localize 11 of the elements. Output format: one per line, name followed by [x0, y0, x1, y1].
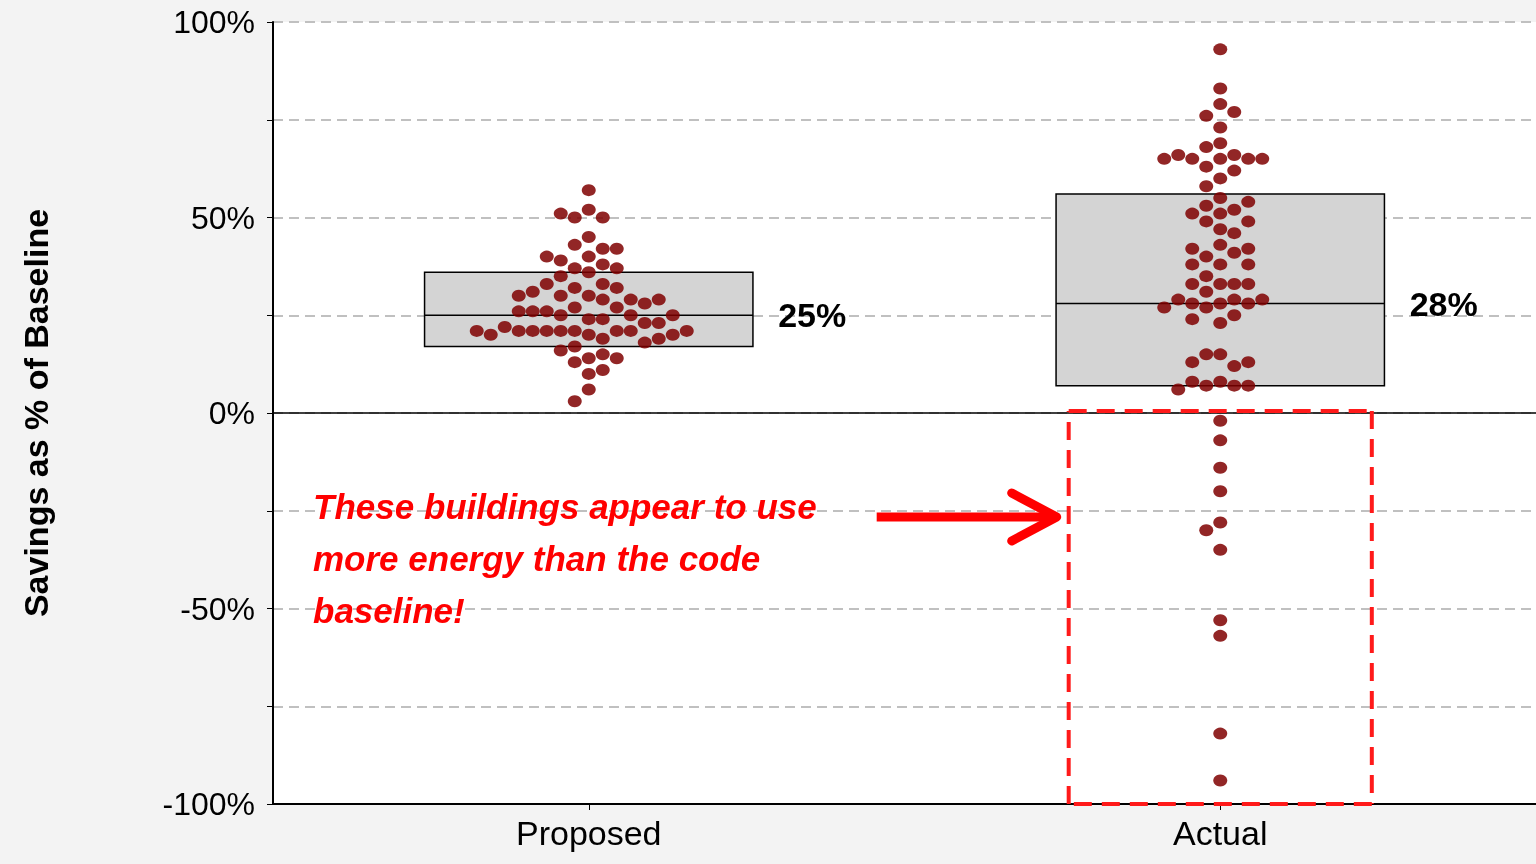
- annotation: These buildings appear to use more energy than the code baseline!: [313, 486, 817, 630]
- y-axis-title: Savings as % of Baseline: [17, 208, 55, 618]
- annotation: 28%: [1409, 284, 1478, 323]
- y-tick-label: 100%: [173, 4, 255, 40]
- annotation: 25%: [778, 296, 847, 335]
- y-tick-label: -100%: [162, 786, 255, 822]
- y-tick-label: -50%: [180, 590, 255, 627]
- y-tick-label: 0%: [208, 395, 255, 431]
- y-tick-label: 50%: [190, 199, 255, 236]
- x-tick-label: Actual: [1173, 814, 1268, 852]
- x-tick-label: Proposed: [515, 814, 662, 852]
